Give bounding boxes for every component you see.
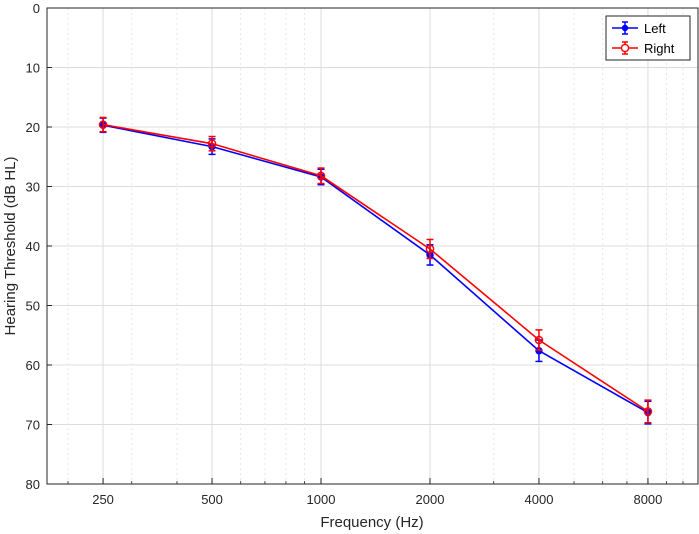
x-axis-label: Frequency (Hz)	[320, 514, 423, 531]
y-tick-label: 70	[26, 418, 40, 433]
series-line-right	[102, 123, 649, 413]
y-tick-label: 40	[26, 239, 40, 254]
legend-label-left: Left	[644, 21, 666, 36]
data-point	[316, 171, 326, 181]
y-tick-label: 10	[26, 61, 40, 76]
legend: Left Right	[605, 15, 691, 61]
data-point	[534, 335, 544, 345]
x-tick-label: 8000	[633, 492, 662, 507]
legend-swatch-marker	[620, 43, 630, 53]
x-tick-label: 250	[92, 492, 114, 507]
series-right	[98, 116, 653, 424]
x-tick-labels: 250 500 1000 2000 4000 8000	[92, 492, 662, 507]
y-tick-label: 20	[26, 120, 40, 135]
series-line-left	[102, 124, 649, 414]
y-tick-label: 0	[33, 1, 40, 16]
legend-swatch-marker	[621, 24, 629, 32]
y-axis-label: Hearing Threshold (dB HL)	[2, 157, 19, 336]
x-tick-label: 500	[201, 492, 223, 507]
y-tick-label: 80	[26, 477, 40, 492]
data-point	[207, 139, 217, 148]
x-tick-label: 2000	[416, 492, 445, 507]
data-point	[98, 120, 108, 129]
x-tick-label: 1000	[307, 492, 336, 507]
y-tick-label: 30	[26, 180, 40, 195]
y-tick-label: 60	[26, 358, 40, 373]
data-point	[425, 244, 435, 254]
legend-box	[605, 15, 691, 61]
data-point	[643, 407, 653, 416]
legend-label-right: Right	[644, 41, 675, 56]
y-tick-label: 50	[26, 299, 40, 314]
data-series	[98, 116, 653, 425]
plot-frame	[46, 7, 699, 485]
x-tick-label: 4000	[525, 492, 554, 507]
y-tick-labels: 0 10 20 30 40 50 60 70 80	[26, 1, 40, 492]
